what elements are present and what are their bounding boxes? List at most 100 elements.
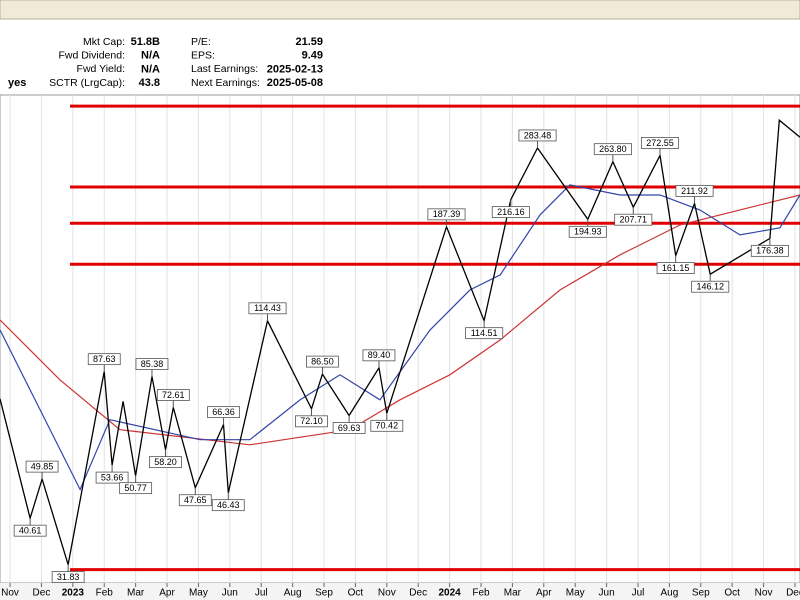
x-tick-label: Aug [284,588,302,599]
plot-area [0,94,800,584]
annotation-box [178,494,212,507]
annotation-box [13,524,47,537]
annotation-box [248,302,287,315]
x-tick-label: Aug [660,588,678,599]
x-tick-label: Jul [255,588,268,599]
annotation-label: 72.61 [162,390,185,400]
x-tick-label: Feb [472,588,490,599]
x-tick-label: Apr [536,588,552,599]
annotation-box [491,206,530,219]
annotation-label: 46.43 [217,500,240,510]
annotation-label: 85.38 [141,359,164,369]
info-value: N/A [141,63,160,75]
x-tick-label: Sep [692,588,710,599]
annotation-label: 66.36 [212,407,235,417]
x-tick-label: Feb [96,588,114,599]
x-tick-label: May [566,588,585,599]
annotation-box [675,184,714,197]
annotation-label: 89.40 [368,350,391,360]
annotation-box [518,129,557,142]
x-tick-label: Nov [755,588,773,599]
annotation-box [614,213,653,226]
annotation-box [207,406,240,419]
annotation-box [25,460,59,473]
annotation-box [691,280,730,293]
annotation-label: 50.77 [124,483,147,493]
annotation-label: 86.50 [311,356,334,366]
annotation-label: 47.65 [184,495,207,505]
annotation-box [211,499,245,512]
x-tick-label: Mar [127,588,145,599]
annotation-box [640,137,679,149]
info-label: Next Earnings: [191,77,260,89]
info-value: 2025-05-08 [267,77,323,89]
x-tick-label: Dec [786,588,800,599]
info-value: 43.8 [139,77,160,89]
annotation-label: 216.16 [497,207,525,217]
annotation-box [465,327,504,340]
x-tick-label: 2024 [438,588,461,599]
x-tick-label: Mar [504,588,522,599]
annotation-label: 114.43 [254,303,281,313]
annotation-box [149,456,182,469]
info-value: 21.59 [295,36,323,48]
annotation-label: 211.92 [681,186,708,196]
annotation-label: 272.55 [646,138,674,148]
annotation-label: 176.38 [756,246,784,256]
annotation-label: 31.83 [57,572,80,582]
annotation-label: 40.61 [19,526,42,536]
info-label: EPS: [191,49,215,61]
x-axis-strip [0,583,800,600]
annotation-box [51,571,85,584]
info-panel: Mkt Cap: 51.8B Fwd Dividend: N/A Fwd Yield: N… [49,36,323,89]
annotation-box [332,422,366,434]
x-tick-label: May [189,588,208,599]
info-value: N/A [141,50,160,62]
x-tick-label: Jun [222,588,238,599]
info-label: Fwd Yield: [77,63,125,75]
annotation-box [568,225,607,238]
info-label: Last Earnings: [191,63,258,75]
annotation-box [119,482,153,495]
annotation-box [135,358,169,370]
annotation-label: 69.63 [338,423,361,433]
annotation-label: 70.42 [376,421,399,431]
annotation-box [593,143,632,156]
side-label: yes [8,77,26,89]
info-value: 2025-02-13 [267,63,323,75]
annotation-box [656,262,695,274]
annotation-label: 53.66 [101,472,124,482]
x-tick-label: Sep [315,588,333,599]
top-strip [0,0,800,20]
x-tick-label: Oct [724,588,740,599]
x-tick-label: Dec [409,588,427,599]
info-value: 51.8B [131,36,160,48]
annotation-label: 207.71 [620,215,648,225]
annotation-box [362,349,396,362]
annotation-box [156,389,190,401]
annotation-label: 58.20 [154,457,177,467]
annotation-label: 263.80 [599,144,627,154]
x-tick-label: Nov [1,588,19,599]
info-value: 9.49 [302,50,323,62]
moving-average [0,194,800,446]
annotation-label: 194.93 [574,227,602,237]
x-tick-label: Jul [632,588,645,599]
grid: Nov Dec 2023 Feb Mar Apr May Jun Jul Aug Sep Oct Nov… [1,95,800,599]
x-tick-label: Apr [159,588,175,599]
info-label: Mkt Cap: [83,36,125,48]
x-tick-label: 2023 [62,588,85,599]
info-label: SCTR (LrgCap): [49,77,125,89]
info-label: P/E: [191,36,211,48]
annotation-box [95,471,129,484]
annotation-box [427,208,466,221]
x-tick-label: Oct [348,588,364,599]
price-line [0,118,800,565]
annotation-box [295,415,328,428]
x-tick-label: Nov [378,588,396,599]
x-tick-label: Jun [599,588,615,599]
annotation-label: 283.48 [524,130,552,140]
annotation-label: 72.10 [300,416,323,426]
